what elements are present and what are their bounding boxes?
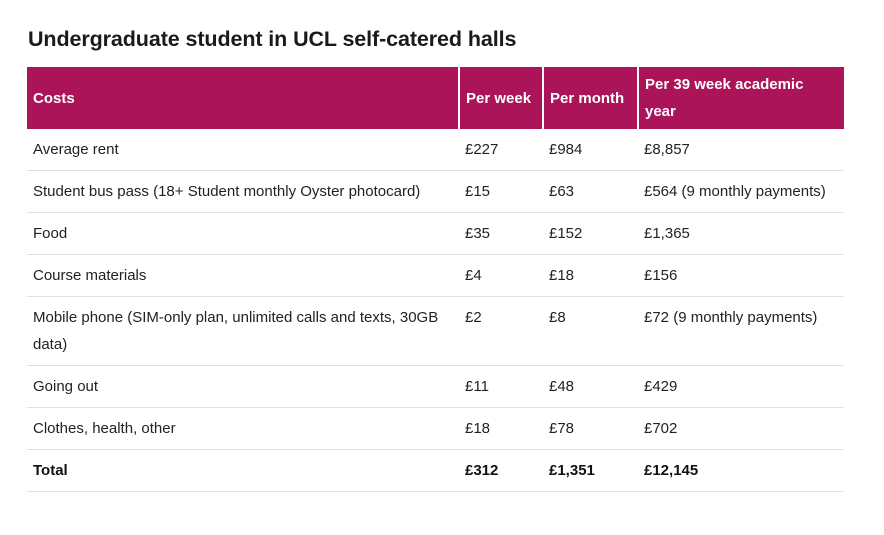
total-per-year: £12,145: [638, 449, 844, 492]
per-week-value: £2: [459, 296, 543, 366]
header-costs: Costs: [27, 67, 459, 129]
per-week-value: £35: [459, 212, 543, 255]
per-week-value: £15: [459, 170, 543, 213]
total-label: Total: [27, 449, 459, 492]
per-year-value: £429: [638, 365, 844, 408]
per-month-value: £63: [543, 170, 638, 213]
table-row: Mobile phone (SIM-only plan, unlimited c…: [27, 296, 844, 366]
cost-item: Average rent: [27, 129, 459, 171]
table-row: Course materials £4 £18 £156: [27, 254, 844, 297]
cost-item: Clothes, health, other: [27, 407, 459, 450]
table-row: Clothes, health, other £18 £78 £702: [27, 407, 844, 450]
per-week-value: £11: [459, 365, 543, 408]
table-row: Food £35 £152 £1,365: [27, 212, 844, 255]
per-year-value: £702: [638, 407, 844, 450]
page-title: Undergraduate student in UCL self-catere…: [28, 27, 517, 51]
costs-table: Costs Per week Per month Per 39 week aca…: [27, 67, 844, 492]
per-year-value: £72 (9 monthly payments): [638, 296, 844, 366]
per-week-value: £4: [459, 254, 543, 297]
table-row: Student bus pass (18+ Student monthly Oy…: [27, 170, 844, 213]
per-month-value: £8: [543, 296, 638, 366]
table-row: Average rent £227 £984 £8,857: [27, 129, 844, 171]
per-year-value: £564 (9 monthly payments): [638, 170, 844, 213]
per-month-value: £984: [543, 129, 638, 171]
per-year-value: £156: [638, 254, 844, 297]
cost-item: Course materials: [27, 254, 459, 297]
header-per-year: Per 39 week academic year: [637, 67, 844, 129]
total-per-month: £1,351: [543, 449, 638, 492]
cost-item: Food: [27, 212, 459, 255]
table-header-row: Costs Per week Per month Per 39 week aca…: [27, 67, 844, 129]
total-per-week: £312: [459, 449, 543, 492]
header-per-week: Per week: [458, 67, 543, 129]
per-year-value: £1,365: [638, 212, 844, 255]
per-month-value: £48: [543, 365, 638, 408]
per-week-value: £18: [459, 407, 543, 450]
per-week-value: £227: [459, 129, 543, 171]
total-row: Total £312 £1,351 £12,145: [27, 449, 844, 492]
table-row: Going out £11 £48 £429: [27, 365, 844, 408]
per-month-value: £78: [543, 407, 638, 450]
cost-item: Going out: [27, 365, 459, 408]
header-per-month: Per month: [542, 67, 638, 129]
cost-item: Mobile phone (SIM-only plan, unlimited c…: [27, 296, 459, 366]
per-month-value: £152: [543, 212, 638, 255]
cost-item: Student bus pass (18+ Student monthly Oy…: [27, 170, 459, 213]
per-month-value: £18: [543, 254, 638, 297]
per-year-value: £8,857: [638, 129, 844, 171]
